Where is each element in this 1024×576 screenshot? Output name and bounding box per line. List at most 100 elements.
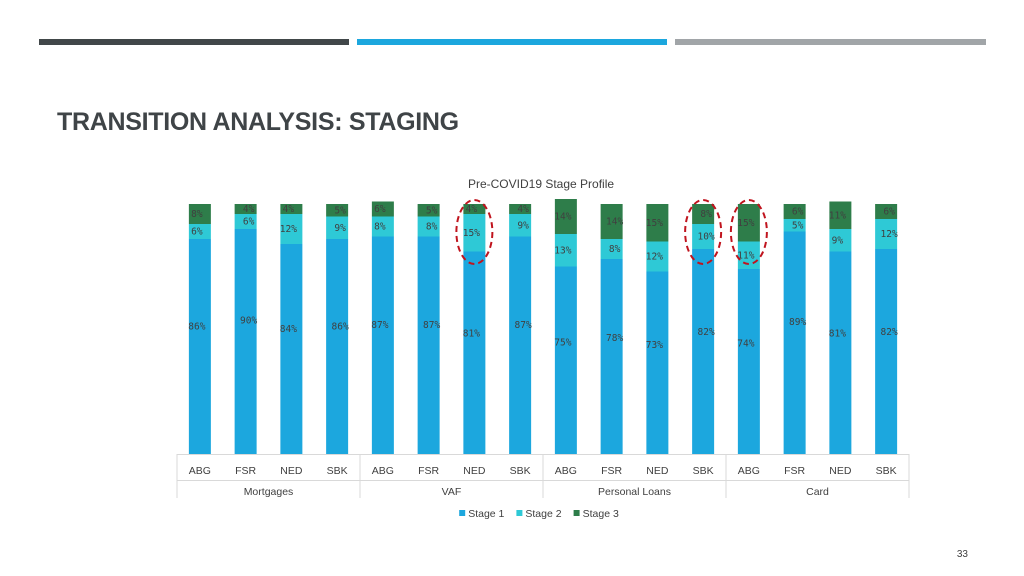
x-tick-label: ABG bbox=[738, 465, 760, 477]
data-label: 9% bbox=[832, 235, 844, 246]
bar-stage-3 bbox=[463, 204, 486, 214]
group-label: Card bbox=[806, 486, 829, 498]
bar-stage-3 bbox=[646, 204, 669, 242]
data-label: 82% bbox=[698, 327, 715, 338]
group-label: VAF bbox=[442, 486, 462, 498]
bar-stage-1 bbox=[188, 239, 211, 454]
bar-stage-3 bbox=[737, 204, 760, 242]
data-label: 14% bbox=[606, 217, 623, 228]
bar-stage-3 bbox=[371, 201, 394, 217]
data-label: 89% bbox=[789, 317, 806, 328]
data-label: 87% bbox=[515, 320, 532, 331]
x-tick-label: NED bbox=[463, 465, 486, 477]
data-label: 74% bbox=[737, 339, 754, 350]
data-label: 86% bbox=[332, 321, 349, 332]
bar-stage-2 bbox=[875, 219, 898, 249]
page-number: 33 bbox=[956, 549, 968, 560]
bar-stage-1 bbox=[280, 244, 303, 454]
data-label: 81% bbox=[829, 329, 846, 340]
data-label: 90% bbox=[240, 316, 257, 327]
data-label: 6% bbox=[243, 217, 255, 228]
data-label: 82% bbox=[881, 327, 898, 338]
bar-stage-1 bbox=[234, 229, 257, 454]
data-label: 6% bbox=[792, 207, 804, 218]
bar-stage-2 bbox=[326, 216, 349, 239]
header-bar-dark bbox=[39, 39, 349, 45]
data-label: 81% bbox=[463, 329, 480, 340]
bar-stage-1 bbox=[326, 239, 349, 454]
bar-stage-3 bbox=[600, 204, 623, 239]
bar-stage-2 bbox=[646, 241, 669, 272]
legend-label: Stage 1 bbox=[468, 508, 504, 520]
data-label: 8% bbox=[609, 244, 621, 255]
data-label: 75% bbox=[554, 337, 571, 348]
bar-stage-2 bbox=[371, 216, 394, 237]
data-label: 8% bbox=[191, 209, 203, 220]
legend-swatch bbox=[573, 510, 580, 516]
bar-stage-3 bbox=[188, 204, 211, 224]
highlight-ellipse bbox=[684, 199, 723, 265]
bar-stage-1 bbox=[829, 251, 852, 454]
bar-stage-1 bbox=[417, 236, 440, 454]
bar-stage-2 bbox=[554, 234, 577, 267]
bar-stage-1 bbox=[692, 249, 715, 454]
bar-stage-1 bbox=[646, 271, 669, 454]
data-label: 84% bbox=[280, 324, 297, 335]
x-tick-label: ABG bbox=[372, 465, 394, 477]
bar-stage-3 bbox=[417, 204, 440, 217]
highlight-ellipse bbox=[455, 199, 494, 265]
data-label: 87% bbox=[423, 320, 440, 331]
highlight-ellipse bbox=[729, 199, 768, 265]
bar-stage-2 bbox=[188, 224, 211, 239]
data-label: 12% bbox=[280, 224, 297, 235]
data-label: 4% bbox=[243, 204, 255, 215]
data-label: 9% bbox=[334, 223, 346, 234]
bar-stage-3 bbox=[509, 204, 532, 214]
data-label: 6% bbox=[374, 204, 386, 215]
legend: Stage 1 Stage 2 Stage 3 bbox=[459, 508, 619, 520]
data-label: 8% bbox=[426, 222, 438, 233]
bar-stage-3 bbox=[829, 201, 852, 229]
chart-title: Pre-COVID19 Stage Profile bbox=[468, 177, 614, 191]
bar-stage-2 bbox=[509, 214, 532, 237]
x-tick-label: ABG bbox=[189, 465, 211, 477]
bar-stage-1 bbox=[600, 259, 623, 454]
group-label: Personal Loans bbox=[598, 486, 671, 498]
data-label: 8% bbox=[374, 222, 386, 233]
header-bar-blue bbox=[357, 39, 667, 45]
x-axis: ABG FSR NED SBK ABG FSR NED SBK ABG FSR NED SBK ABG F… bbox=[176, 454, 910, 498]
bar-stage-1 bbox=[875, 249, 898, 454]
data-label: 6% bbox=[191, 227, 203, 238]
bars-layer: 86% 6% 8% 90% 6% 4% 84% 12% 4% 86% 9% 5% 87% 8% 6% 87% 8… bbox=[188, 199, 898, 454]
legend-label: Stage 2 bbox=[525, 508, 561, 520]
data-label: 9% bbox=[517, 220, 529, 231]
bar-stage-3 bbox=[234, 204, 257, 214]
x-tick-label: FSR bbox=[601, 465, 622, 477]
data-label: 5% bbox=[792, 220, 804, 231]
legend-swatch bbox=[516, 510, 523, 516]
bar-stage-2 bbox=[463, 214, 486, 252]
data-label: 15% bbox=[737, 218, 754, 229]
bar-stage-1 bbox=[554, 266, 577, 454]
bar-stage-1 bbox=[737, 269, 760, 454]
x-tick-label: FSR bbox=[784, 465, 805, 477]
bar-stage-1 bbox=[463, 251, 486, 454]
data-label: 73% bbox=[646, 340, 663, 351]
bar-stage-2 bbox=[234, 214, 257, 229]
data-label: 13% bbox=[554, 245, 571, 256]
bar-stage-1 bbox=[509, 236, 532, 454]
bar-stage-2 bbox=[600, 239, 623, 259]
x-tick-label: ABG bbox=[555, 465, 577, 477]
x-tick-label: SBK bbox=[510, 465, 531, 477]
data-label: 14% bbox=[554, 212, 571, 223]
data-label: 4% bbox=[517, 204, 529, 215]
bar-stage-2 bbox=[417, 216, 440, 237]
bar-stage-3 bbox=[280, 204, 303, 214]
bar-stage-2 bbox=[829, 229, 852, 252]
bar-stage-2 bbox=[783, 219, 806, 232]
data-label: 4% bbox=[466, 204, 478, 215]
data-label: 10% bbox=[698, 232, 715, 243]
bar-stage-1 bbox=[371, 236, 394, 454]
slide-title: TRANSITION ANALYSIS: STAGING bbox=[57, 108, 459, 136]
data-label: 6% bbox=[883, 207, 895, 218]
